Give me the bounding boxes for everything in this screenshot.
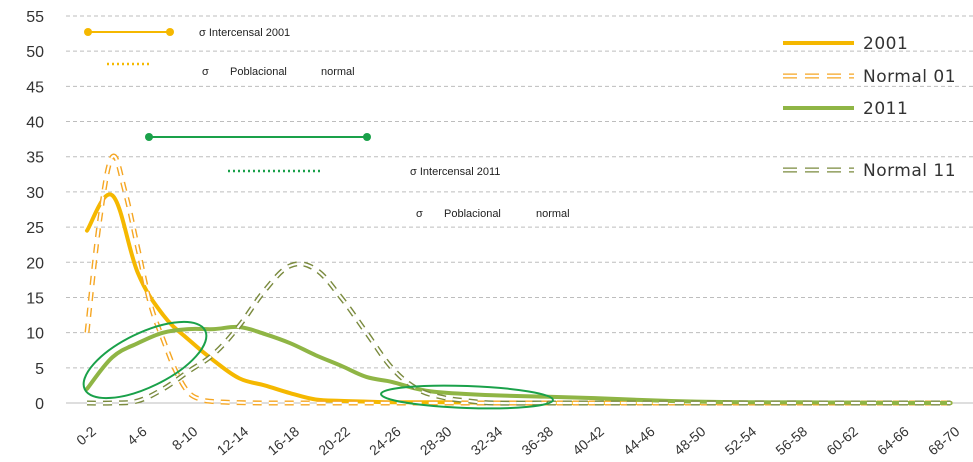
legend-label: 2011 (863, 99, 908, 119)
annotation-marker (84, 28, 92, 36)
x-tick-label: 16-18 (264, 423, 302, 458)
x-tick-label: 36-38 (518, 423, 556, 458)
highlight-ellipse (82, 320, 208, 400)
annotation-intercensal-2001: σ Intercensal 2001 (84, 27, 290, 39)
x-tick-label: 8-10 (169, 423, 201, 453)
y-tick-label: 5 (35, 361, 44, 378)
annotation-label-poblacional: Poblacional (230, 66, 287, 78)
annotation-label-normal: normal (321, 66, 355, 78)
annotation-label-poblacional: Poblacional (444, 208, 501, 220)
y-tick-label: 55 (26, 9, 44, 26)
annotation-marker (166, 28, 174, 36)
x-tick-label: 24-26 (366, 423, 404, 458)
annotation-sigma: σ (416, 208, 423, 220)
highlight-ellipses (82, 320, 554, 410)
x-tick-label: 12-14 (214, 423, 252, 458)
series-line-normal-11 (86, 261, 951, 406)
x-tick-label: 52-54 (722, 423, 760, 458)
series-line-normal-01-inner (85, 155, 951, 405)
y-tick-label: 25 (26, 220, 44, 237)
x-tick-label: 60-62 (823, 423, 861, 458)
y-tick-label: 10 (26, 326, 44, 343)
x-tick-label: 64-66 (874, 423, 912, 458)
legend-label: 2001 (863, 34, 908, 54)
annotation-marker (363, 133, 371, 141)
legend-label: Normal 11 (863, 161, 956, 181)
x-tick-label: 4-6 (124, 423, 150, 448)
y-tick-label: 40 (26, 115, 44, 132)
x-tick-label: 20-22 (315, 423, 353, 458)
y-tick-label: 30 (26, 185, 44, 202)
annotation-intercensal-2011: σ Intercensal 2011 (145, 133, 500, 178)
x-axis-ticks: 0-2 4-6 8-10 12-14 16-18 20-22 24-26 28-30 32-34… (73, 423, 963, 458)
y-tick-label: 20 (26, 255, 44, 272)
legend-item-normal-11: Normal 11 (783, 161, 956, 181)
x-tick-label: 56-58 (772, 423, 810, 458)
series-lines (84, 153, 953, 406)
x-tick-label: 48-50 (671, 423, 709, 458)
legend-item-2001: 2001 (783, 34, 908, 54)
x-tick-label: 32-34 (468, 423, 506, 458)
series-line-2001 (85, 192, 953, 406)
series-line-normal-11-inner (86, 262, 951, 405)
annotation-label-normal: normal (536, 208, 570, 220)
y-tick-label: 0 (35, 396, 44, 413)
legend: 2001 Normal 01 2011 Normal 11 (783, 34, 956, 181)
series-line-normal-01 (84, 153, 951, 406)
x-tick-label: 0-2 (73, 423, 99, 448)
annotation-poblacional-2011: σ Poblacional normal (228, 169, 570, 220)
legend-item-normal-01: Normal 01 (783, 67, 956, 87)
annotation-poblacional-2001: σ Poblacional normal (107, 62, 355, 78)
legend-label: Normal 01 (863, 67, 956, 87)
legend-item-2011: 2011 (783, 99, 908, 119)
annotation-sigma: σ (202, 66, 209, 78)
y-axis-ticks: 0 5 10 15 20 25 30 35 40 45 50 55 (26, 9, 44, 413)
annotation-marker (145, 133, 153, 141)
y-tick-label: 15 (26, 290, 44, 307)
highlight-ellipse (380, 384, 554, 410)
annotation-label: σ Intercensal 2001 (199, 27, 290, 39)
y-tick-label: 35 (26, 150, 44, 167)
y-tick-label: 45 (26, 79, 44, 96)
x-tick-label: 44-46 (620, 423, 658, 458)
x-tick-label: 68-70 (925, 423, 963, 458)
x-tick-label: 28-30 (417, 423, 455, 458)
annotation-label: σ Intercensal 2011 (410, 166, 500, 178)
x-tick-label: 40-42 (569, 423, 607, 458)
y-tick-label: 50 (26, 44, 44, 61)
